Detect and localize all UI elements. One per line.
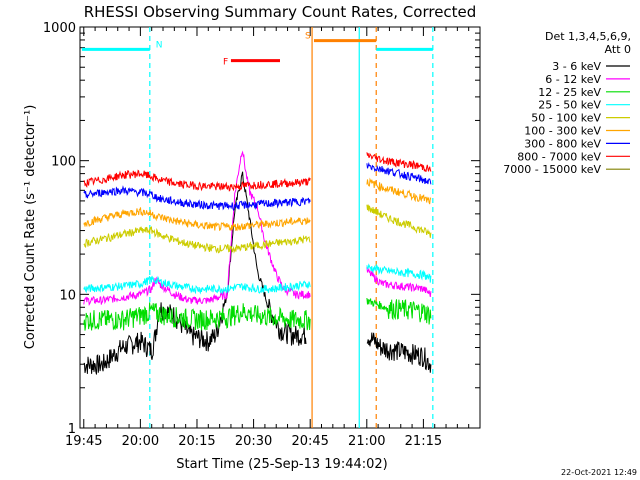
- x-tick-label: 21:00: [348, 434, 385, 449]
- chart-title: RHESSI Observing Summary Count Rates, Co…: [84, 3, 477, 21]
- x-tick-label: 20:45: [291, 434, 328, 449]
- legend-label: 300 - 800 keV: [524, 137, 601, 150]
- y-axis-label: Corrected Count Rate (s⁻¹ detector⁻¹): [23, 105, 38, 350]
- y-tick-label: 1: [68, 422, 76, 437]
- series-lines: [83, 150, 432, 375]
- series-line: [83, 207, 311, 232]
- y-tick-label: 10: [59, 288, 76, 303]
- legend-label: 7000 - 15000 keV: [503, 163, 601, 176]
- legend-label: 6 - 12 keV: [545, 73, 601, 86]
- series-line: [366, 152, 432, 172]
- series-line: [83, 150, 311, 307]
- x-tick-label: 21:15: [405, 434, 442, 449]
- series-line: [83, 226, 311, 254]
- legend-label: 50 - 100 keV: [531, 112, 601, 125]
- legend-title: Det 1,3,4,5,6,9,: [545, 30, 631, 43]
- series-line: [83, 275, 311, 295]
- x-tick-label: 20:15: [178, 434, 215, 449]
- series-line: [366, 263, 432, 283]
- y-tick-label: 100: [51, 155, 76, 170]
- series-line: [366, 204, 432, 238]
- x-axis-label: Start Time (25-Sep-13 19:44:02): [176, 457, 387, 472]
- x-tick-label: 20:00: [122, 434, 159, 449]
- legend-label: 800 - 7000 keV: [517, 150, 601, 163]
- footer-date: 22-Oct-2021 12:49: [561, 468, 637, 477]
- x-tick-label: 20:30: [235, 434, 272, 449]
- flag-label: N: [156, 40, 163, 50]
- legend-title: Att 0: [605, 43, 631, 56]
- flag-label: S: [305, 32, 311, 42]
- series-line: [83, 169, 311, 192]
- series-line: [366, 161, 432, 185]
- series-line: [366, 332, 432, 373]
- series-line: [83, 302, 311, 331]
- y-tick-label: 1000: [43, 21, 76, 36]
- series-line: [83, 185, 311, 211]
- vertical-markers: [149, 27, 434, 428]
- series-line: [83, 171, 307, 375]
- legend-label: 25 - 50 keV: [538, 99, 601, 112]
- legend-label: 3 - 6 keV: [552, 60, 601, 73]
- series-line: [366, 267, 432, 297]
- y-axis: 1 10 100 1000: [43, 21, 480, 437]
- legend-label: 12 - 25 keV: [538, 86, 601, 99]
- flag-label: F: [223, 58, 228, 68]
- series-line: [366, 177, 432, 205]
- legend-label: 100 - 300 keV: [524, 125, 601, 138]
- x-axis: 19:45 20:00 20:15 20:30 20:45 21:00 21:15: [65, 27, 470, 449]
- series-line: [366, 297, 432, 325]
- flag-bars: N F S: [81, 32, 433, 68]
- plot-frame: [79, 26, 481, 429]
- x-tick-label: 19:45: [65, 434, 102, 449]
